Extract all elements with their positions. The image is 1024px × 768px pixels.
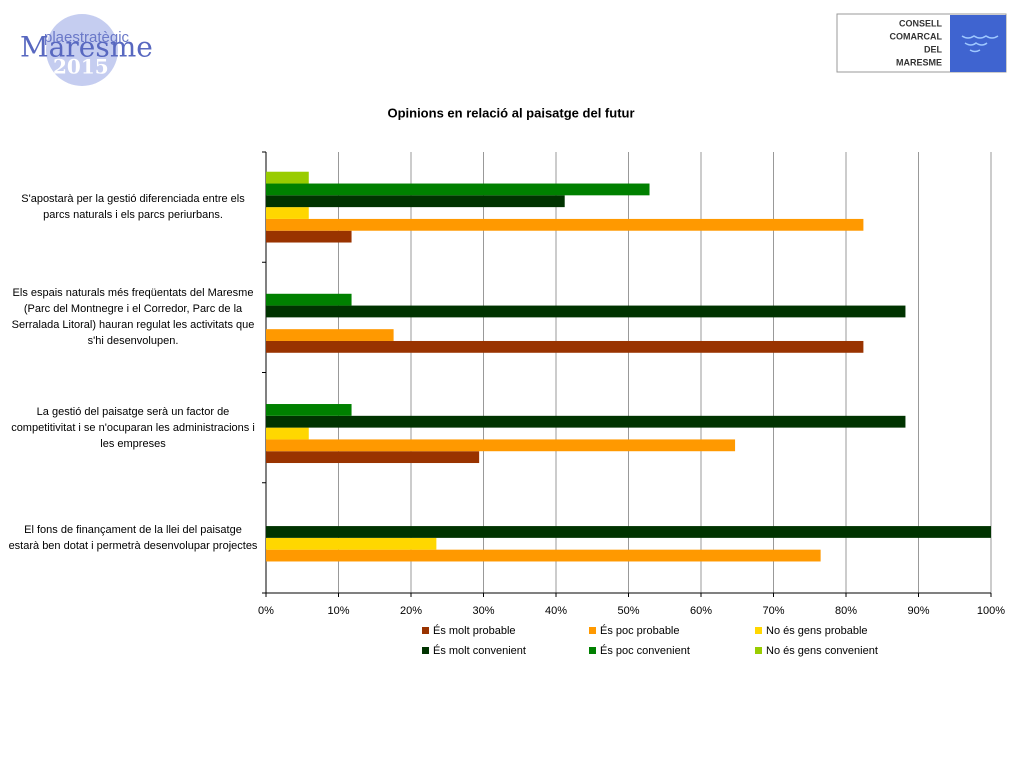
x-tick-label: 30%	[472, 605, 494, 617]
bar	[266, 427, 309, 440]
bar	[266, 439, 736, 452]
category-label: Els espais naturals més freqüentats del …	[11, 287, 255, 348]
bar	[266, 293, 352, 306]
logo-text: COMARCAL	[890, 31, 943, 41]
legend-swatch	[755, 647, 762, 654]
x-tick-label: 60%	[690, 605, 712, 617]
bar	[266, 171, 309, 184]
x-tick-label: 80%	[835, 605, 857, 617]
bar	[266, 340, 864, 353]
logo-text: MARESME	[896, 57, 942, 67]
bar	[266, 415, 906, 428]
legend-swatch	[422, 627, 429, 634]
logo-text: DEL	[924, 44, 943, 54]
x-tick-label: 0%	[258, 605, 274, 617]
legend-label: És poc convenient	[600, 644, 690, 657]
x-tick-label: 70%	[762, 605, 784, 617]
chart-title: Opinions en relació al paisatge del futu…	[387, 105, 634, 120]
bar	[266, 195, 565, 208]
logo-text: 2015	[53, 55, 109, 79]
legend-label: És molt convenient	[433, 644, 526, 657]
logo-text: plaestratègic	[44, 29, 130, 46]
bar	[266, 329, 394, 341]
x-tick-label: 50%	[617, 605, 639, 617]
x-tick-label: 100%	[977, 605, 1005, 617]
legend-label: És molt probable	[433, 624, 516, 637]
legend-swatch	[589, 627, 596, 634]
bar	[266, 218, 864, 231]
x-tick-label: 90%	[907, 605, 929, 617]
category-label: La gestió del paisatge serà un factor de…	[11, 405, 255, 450]
bar	[266, 537, 437, 550]
logo-waves	[961, 35, 999, 53]
bar	[266, 230, 352, 243]
logo-text: Maresme	[20, 31, 153, 64]
logo-circle	[46, 14, 118, 86]
bar	[266, 404, 352, 416]
legend-swatch	[422, 647, 429, 654]
legend-swatch	[589, 647, 596, 654]
x-tick-label: 20%	[400, 605, 422, 617]
bar	[266, 451, 480, 464]
bar	[266, 305, 906, 318]
x-tick-label: 40%	[545, 605, 567, 617]
x-tick-label: 10%	[327, 605, 349, 617]
bar	[266, 526, 991, 538]
category-label: S'apostarà per la gestió diferenciada en…	[21, 193, 245, 222]
category-label: El fons de finançament de la llei del pa…	[8, 523, 258, 552]
bar	[266, 183, 650, 196]
legend-swatch	[755, 627, 762, 634]
bar	[266, 549, 821, 562]
legend-label: És poc probable	[600, 624, 680, 637]
bar	[266, 207, 309, 219]
legend-label: No és gens convenient	[766, 645, 878, 657]
logo-text: CONSELL	[899, 18, 943, 28]
legend-label: No és gens probable	[766, 625, 868, 637]
